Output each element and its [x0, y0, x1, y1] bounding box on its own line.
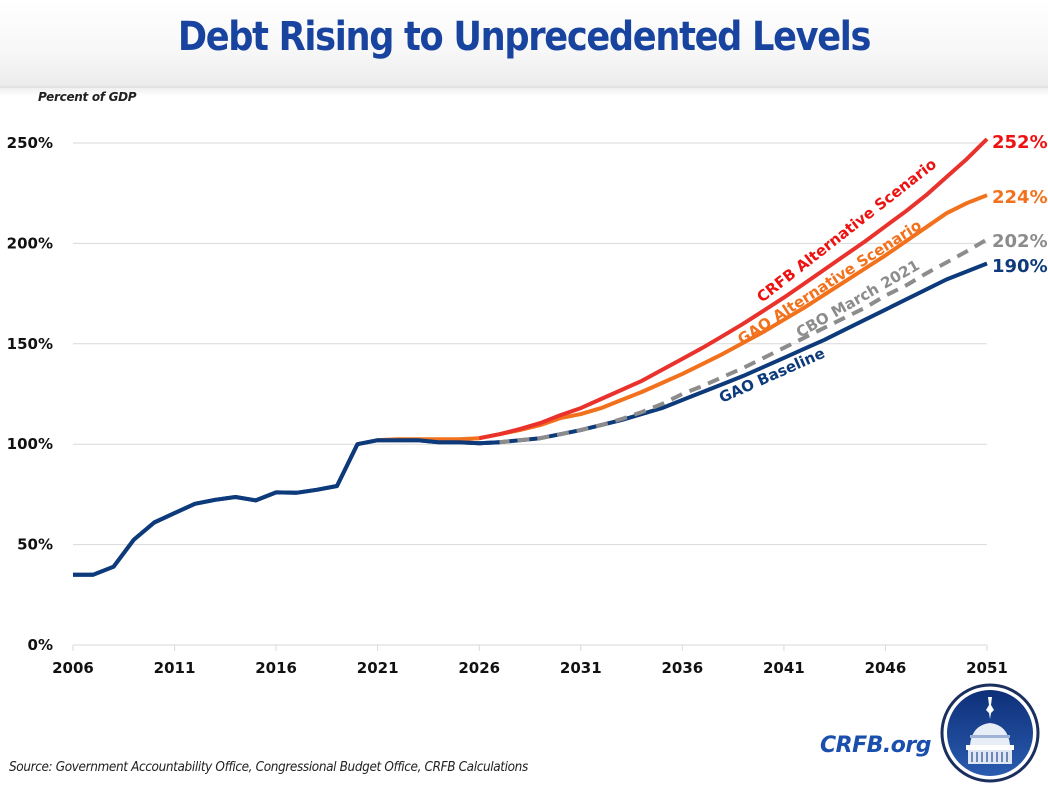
- x-tick-label: 2031: [560, 659, 602, 677]
- end-label-cbo: 202%: [992, 231, 1048, 252]
- x-tick-label: 2016: [255, 659, 297, 677]
- x-axis-ticks: 2006 2011 2016 2021 2026 2031 2036 2041 2046 2051: [52, 645, 1008, 677]
- header-band: [0, 0, 1048, 88]
- y-tick-label: 250%: [7, 134, 53, 152]
- chart-title: Debt Rising to Unprecedented Levels: [177, 14, 872, 60]
- y-tick-label: 100%: [7, 435, 53, 453]
- x-tick-label: 2026: [458, 659, 500, 677]
- x-tick-label: 2041: [763, 659, 805, 677]
- end-label-crfb-alternative: 252%: [992, 132, 1048, 153]
- series-labels: CRFB Alternative Scenario GAO Alternativ…: [716, 155, 940, 407]
- x-tick-label: 2011: [154, 659, 196, 677]
- y-tick-label: 200%: [7, 234, 53, 252]
- end-value-labels: 252% 224% 202% 190%: [992, 132, 1048, 277]
- series-lines: [73, 137, 989, 577]
- end-label-gao-baseline: 190%: [992, 256, 1048, 277]
- y-tick-label: 150%: [7, 335, 53, 353]
- x-tick-label: 2051: [966, 659, 1008, 677]
- end-label-gao-alternative: 224%: [992, 187, 1048, 208]
- gridlines: [73, 142, 987, 646]
- y-tick-label: 0%: [28, 636, 53, 654]
- y-axis-label: Percent of GDP: [38, 90, 137, 104]
- y-tick-label: 50%: [17, 536, 53, 554]
- header-shadow: [0, 88, 1048, 96]
- capitol-dome-logo-icon: [940, 683, 1040, 783]
- y-axis-ticks: 0% 50% 100% 150% 200% 250%: [7, 134, 53, 654]
- x-tick-label: 2021: [357, 659, 399, 677]
- x-tick-label: 2006: [52, 659, 94, 677]
- brand-link[interactable]: CRFB.org: [820, 733, 931, 758]
- series-line-crfb-alt: [478, 137, 989, 441]
- x-tick-label: 2036: [661, 659, 703, 677]
- series-line-gao-baseline-history: [73, 438, 500, 577]
- x-tick-label: 2046: [865, 659, 907, 677]
- source-note: Source: Government Accountability Office…: [9, 760, 528, 775]
